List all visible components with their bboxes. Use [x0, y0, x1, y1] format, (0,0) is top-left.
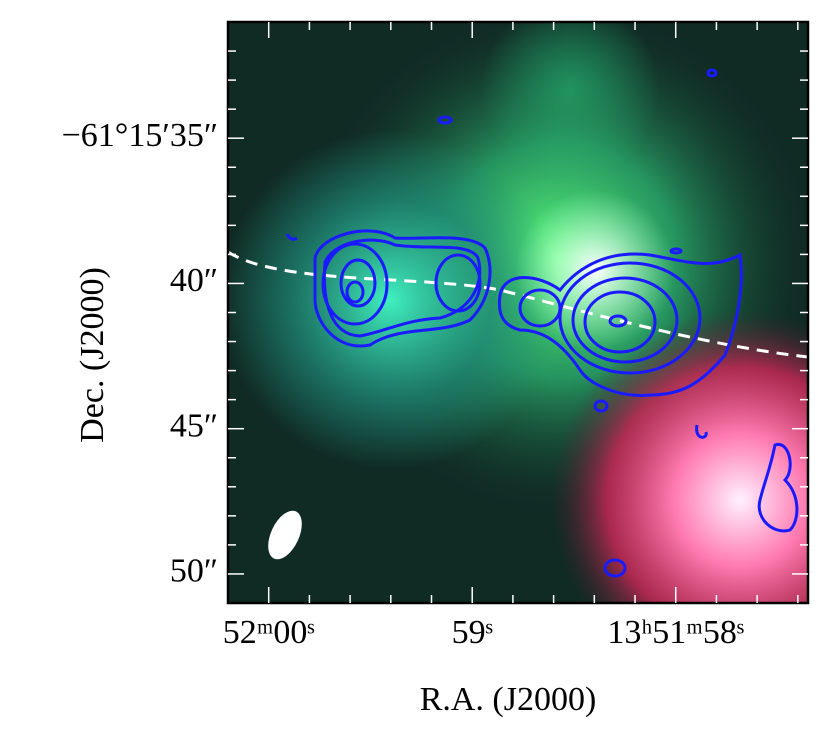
beam	[268, 510, 302, 560]
y-tick-label: 50″	[170, 553, 218, 590]
x-tick-label: 59ˢ	[452, 614, 493, 651]
x-axis-label: R.A. (J2000)	[420, 681, 597, 718]
x-tick-label: 52ᵐ00ˢ	[223, 614, 315, 651]
y-tick-label: 40″	[170, 262, 218, 299]
dashed-curve	[228, 250, 808, 359]
contours	[285, 68, 799, 578]
y-axis-label: Dec. (J2000)	[74, 267, 111, 443]
x-tick-label: 13ʰ51ᵐ58ˢ	[607, 614, 744, 651]
image	[228, 22, 808, 603]
y-tick-label: −61°15′35″	[62, 117, 218, 154]
y-tick-label: 45″	[170, 407, 218, 444]
